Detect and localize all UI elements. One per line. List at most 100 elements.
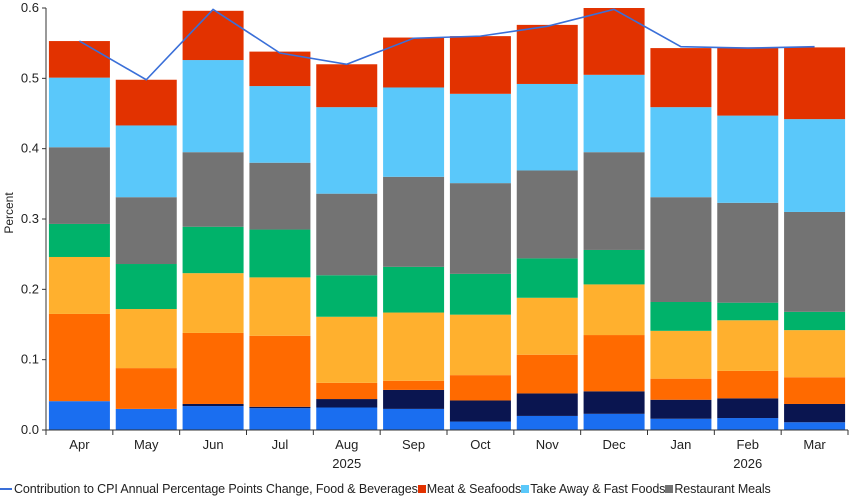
bar-segment-jul-7 [249,51,311,87]
bar-stack-dec [583,8,645,430]
legend-label-meat-seafoods: Meat & Seafoods [426,481,522,496]
bar-segment-may-2 [115,368,177,409]
x-tick-label: May [134,437,159,452]
bar-stack-sep [383,37,445,430]
legend-label-take-away: Take Away & Fast Foods [530,481,666,496]
bar-segment-jun-6 [182,60,244,153]
bar-segment-mar-4 [784,311,846,331]
bar-segment-apr-3 [48,256,110,314]
bar-segment-sep-6 [383,87,445,177]
bar-stack-mar [784,47,846,430]
bar-segment-nov-3 [516,297,578,355]
bar-segment-oct-2 [449,375,511,401]
y-tick-label: 0.1 [21,352,39,367]
bar-segment-jan-1 [650,399,712,419]
bar-segment-oct-3 [449,314,511,376]
bar-segment-jan-2 [650,378,712,400]
legend-item-restaurant-meals: Restaurant Meals [665,481,771,496]
bar-segment-jan-5 [650,197,712,302]
legend-label-restaurant-meals: Restaurant Meals [674,481,771,496]
bar-segment-apr-5 [48,147,110,224]
bar-segment-jul-1 [249,406,311,409]
x-axis: Apr May Jun Jul Aug Sep Oct Nov Dec Jan Feb Mar 2025… [45,429,849,471]
x-tick-label: Apr [69,437,90,452]
bar-segment-nov-1 [516,393,578,416]
legend-item-meat-seafoods: Meat & Seafoods [417,481,522,496]
bar-segment-dec-7 [583,8,645,75]
bar-segment-mar-6 [784,119,846,212]
bar-segment-jul-4 [249,229,311,278]
bar-stack-feb [717,47,779,430]
bar-segment-jun-2 [182,332,244,404]
bar-segment-jan-4 [650,301,712,331]
bar-stack-jul [249,51,311,430]
bar-segment-sep-0 [383,408,445,430]
bar-segment-sep-3 [383,312,445,381]
bar-segment-feb-7 [717,47,779,116]
bar-segment-aug-7 [316,64,378,108]
bar-segment-dec-1 [583,391,645,414]
bar-segment-dec-2 [583,335,645,392]
bar-segment-mar-5 [784,211,846,312]
bar-segment-dec-6 [583,74,645,153]
line-series-layer [79,8,815,81]
bar-segment-apr-7 [48,41,110,78]
bar-segment-nov-7 [516,24,578,84]
bar-segment-aug-3 [316,316,378,383]
bar-segment-jan-0 [650,418,712,430]
bar-segment-feb-2 [717,370,779,399]
legend-swatch-take-away [521,485,530,494]
bar-segment-jun-4 [182,226,244,274]
bar-segment-jun-1 [182,403,244,407]
bar-segment-oct-5 [449,183,511,274]
bar-segment-feb-4 [717,302,779,321]
bar-segment-mar-7 [784,47,846,120]
x-tick-label: Feb [737,437,759,452]
x-tick-label: Sep [402,437,425,452]
bar-stack-nov [516,24,578,430]
bar-segment-feb-5 [717,202,779,303]
bar-segment-oct-6 [449,93,511,184]
y-axis: 0.0 0.1 0.2 0.3 0.4 0.5 0.6 [21,0,47,437]
bar-segment-jun-0 [182,406,244,430]
bar-segment-aug-4 [316,275,378,317]
x-tick-label: Jun [203,437,224,452]
bar-segment-nov-2 [516,354,578,394]
legend-swatch-restaurant-meals [665,485,674,494]
legend-swatch-meat-seafoods [417,485,426,494]
bar-segment-dec-0 [583,413,645,430]
bar-segment-may-7 [115,79,177,126]
bar-segment-jan-3 [650,330,712,379]
bar-segment-oct-0 [449,421,511,430]
x-tick-label: Oct [470,437,491,452]
bar-segment-apr-4 [48,223,110,257]
x-tick-label: Jul [272,437,289,452]
bar-segment-sep-4 [383,266,445,313]
x-tick-label: Nov [536,437,560,452]
legend-item-line: Contribution to CPI Annual Percentage Po… [0,482,418,496]
bar-segment-apr-2 [48,313,110,402]
x-tick-label: Jan [670,437,691,452]
bar-segment-may-3 [115,309,177,369]
bar-segment-feb-3 [717,320,779,371]
y-axis-title: Percent [2,192,16,234]
bar-stacks [48,8,846,430]
bar-stack-oct [449,36,511,430]
legend: Contribution to CPI Annual Percentage Po… [0,481,860,499]
bar-segment-jun-5 [182,152,244,227]
y-tick-label: 0.4 [21,141,39,156]
bar-segment-apr-6 [48,77,110,148]
bar-segment-jun-3 [182,273,244,333]
bar-segment-jul-0 [249,408,311,430]
bar-segment-sep-5 [383,176,445,267]
bar-segment-jul-5 [249,162,311,230]
bar-segment-aug-6 [316,107,378,194]
bar-stack-apr [48,41,110,430]
bar-segment-nov-0 [516,415,578,430]
y-tick-label: 0.2 [21,281,39,296]
x-tick-label: Aug [335,437,358,452]
bar-segment-nov-5 [516,170,578,259]
bar-segment-jul-3 [249,277,311,336]
y-tick-label: 0.3 [21,211,39,226]
bar-segment-sep-2 [383,380,445,390]
